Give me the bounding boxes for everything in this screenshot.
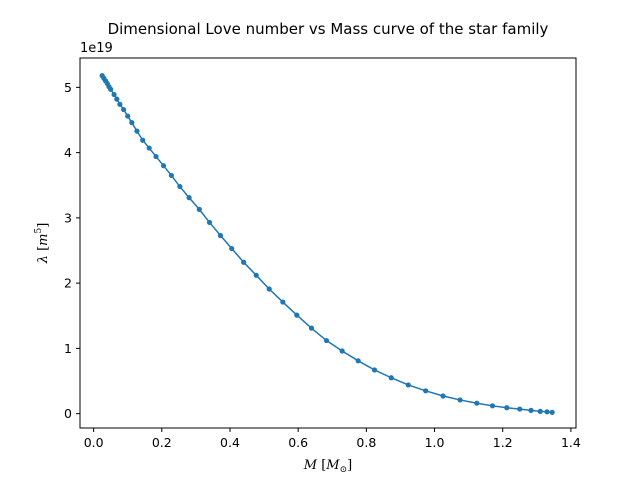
data-point bbox=[111, 91, 117, 98]
data-point bbox=[339, 348, 345, 354]
data-point bbox=[323, 337, 330, 344]
data-point bbox=[129, 120, 135, 126]
x-axis: 0.0 0.2 0.4 0.6 0.8 1.0 1.2 1.4 bbox=[84, 428, 581, 450]
data-point bbox=[168, 172, 174, 179]
data-point bbox=[121, 106, 127, 113]
x-tick-label: 1.2 bbox=[493, 435, 513, 450]
data-point bbox=[186, 195, 192, 201]
data-point bbox=[280, 299, 286, 305]
data-point bbox=[241, 259, 247, 265]
y-axis: 0 1 2 3 4 5 bbox=[64, 80, 80, 421]
data-point bbox=[388, 375, 394, 381]
data-point bbox=[474, 400, 480, 406]
data-point bbox=[177, 183, 183, 190]
x-axis-label: M [M⊙] bbox=[303, 458, 352, 475]
data-point bbox=[160, 163, 167, 169]
data-point bbox=[423, 388, 429, 394]
data-point bbox=[134, 128, 140, 134]
x-tick-label: 0.8 bbox=[356, 435, 376, 450]
y-tick-label: 0 bbox=[64, 406, 72, 421]
plot-area bbox=[99, 73, 555, 415]
data-point bbox=[504, 405, 510, 411]
data-point bbox=[517, 406, 523, 412]
x-tick-label: 1.4 bbox=[561, 435, 581, 450]
data-point bbox=[114, 96, 120, 102]
y-tick-label: 4 bbox=[64, 145, 72, 160]
data-point bbox=[108, 86, 114, 92]
data-point bbox=[537, 408, 543, 414]
data-point bbox=[253, 272, 259, 278]
x-tick-label: 0.6 bbox=[288, 435, 308, 450]
data-point bbox=[308, 325, 315, 331]
y-axis-label: λ [m5] bbox=[34, 223, 51, 265]
data-point bbox=[457, 397, 463, 403]
data-point bbox=[544, 409, 550, 415]
data-point bbox=[206, 219, 213, 226]
data-point bbox=[549, 409, 555, 415]
x-tick-label: 0.2 bbox=[152, 435, 172, 450]
data-point bbox=[229, 245, 235, 252]
y-tick-label: 3 bbox=[64, 210, 72, 225]
data-point bbox=[125, 113, 131, 119]
y-tick-label: 5 bbox=[64, 80, 72, 95]
data-point bbox=[266, 286, 272, 292]
plot-frame bbox=[79, 57, 577, 429]
chart-title: Dimensional Love number vs Mass curve of… bbox=[108, 20, 549, 38]
y-offset-text: 1e19 bbox=[80, 41, 113, 56]
data-point bbox=[371, 367, 378, 373]
data-point bbox=[294, 312, 300, 318]
y-tick-label: 1 bbox=[64, 341, 72, 356]
data-point bbox=[489, 403, 496, 409]
data-point bbox=[146, 145, 152, 151]
data-point bbox=[196, 206, 202, 212]
y-tick-label: 2 bbox=[64, 276, 72, 291]
data-point bbox=[405, 382, 411, 388]
x-tick-label: 0.4 bbox=[220, 435, 240, 450]
data-point bbox=[440, 393, 446, 399]
data-point bbox=[153, 153, 159, 160]
data-point bbox=[528, 407, 534, 413]
data-point bbox=[140, 137, 146, 143]
x-tick-label: 1.0 bbox=[425, 435, 445, 450]
data-point bbox=[355, 358, 361, 364]
data-point bbox=[217, 232, 224, 239]
data-point bbox=[117, 101, 123, 107]
x-tick-label: 0.0 bbox=[84, 435, 104, 450]
